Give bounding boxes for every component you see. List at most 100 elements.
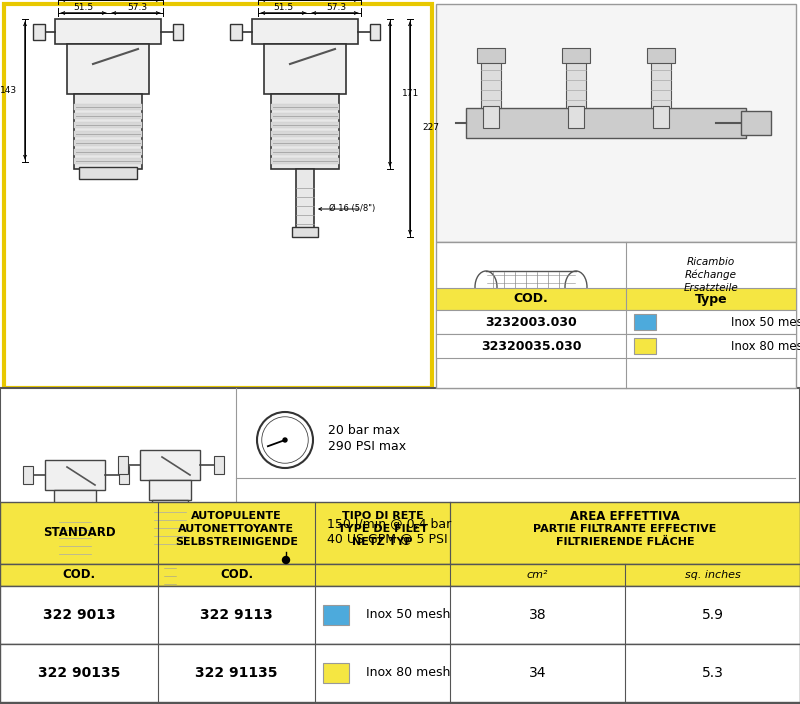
Bar	[653, 106, 669, 128]
Text: 150 l/min @ 0,4 bar: 150 l/min @ 0,4 bar	[327, 517, 451, 531]
Bar	[74, 113, 142, 119]
Bar	[55, 19, 161, 44]
Text: 32320035.030: 32320035.030	[481, 339, 582, 353]
Text: 57.3: 57.3	[326, 4, 346, 13]
Bar	[0, 388, 800, 704]
Bar	[74, 158, 142, 164]
Text: NETZ TYP: NETZ TYP	[352, 537, 413, 547]
Bar	[0, 502, 800, 564]
Bar	[277, 540, 296, 547]
Bar	[74, 94, 142, 169]
Text: 40 US GPM @ 5 PSI: 40 US GPM @ 5 PSI	[327, 532, 448, 546]
Bar	[741, 111, 771, 135]
Text: TYPE DE FILET: TYPE DE FILET	[338, 524, 427, 534]
Text: Inox 80 mesh: Inox 80 mesh	[731, 339, 800, 353]
Text: 57.3: 57.3	[127, 4, 147, 13]
Text: Inox 80 mesh: Inox 80 mesh	[366, 667, 450, 679]
Bar	[271, 94, 339, 169]
Bar	[651, 53, 671, 108]
Text: TIPO DI RETE: TIPO DI RETE	[342, 511, 423, 521]
Text: FILTRIERENDE FLÄCHE: FILTRIERENDE FLÄCHE	[556, 537, 694, 547]
Text: sq. inches: sq. inches	[685, 570, 740, 580]
Bar	[271, 140, 339, 146]
Bar	[149, 480, 191, 500]
Bar	[74, 149, 142, 155]
Bar	[292, 227, 318, 237]
Bar	[33, 24, 45, 40]
Bar	[436, 242, 796, 388]
Bar	[4, 4, 432, 388]
Bar	[481, 53, 501, 108]
Text: 322 90135: 322 90135	[38, 666, 120, 680]
Bar	[140, 450, 200, 480]
Bar	[271, 158, 339, 164]
Bar	[271, 131, 339, 137]
Bar	[323, 663, 349, 683]
Text: 322 9013: 322 9013	[42, 608, 115, 622]
Bar	[296, 169, 314, 229]
Bar	[119, 466, 129, 484]
Bar	[264, 44, 346, 94]
Bar	[0, 564, 800, 586]
Bar	[160, 589, 180, 597]
Bar	[254, 504, 264, 514]
Text: 38: 38	[529, 608, 546, 622]
Text: PARTIE FILTRANTE EFFECTIVE: PARTIE FILTRANTE EFFECTIVE	[534, 524, 717, 534]
Text: Inox 50 mesh: Inox 50 mesh	[731, 315, 800, 329]
Bar	[436, 288, 796, 310]
Bar	[566, 53, 586, 108]
Bar	[568, 106, 584, 128]
Bar	[436, 310, 796, 334]
Text: Inox 50 mesh: Inox 50 mesh	[366, 608, 450, 622]
Circle shape	[254, 505, 264, 515]
Bar	[0, 586, 800, 644]
Bar	[74, 122, 142, 128]
Bar	[280, 526, 293, 542]
Bar	[477, 48, 505, 63]
Bar	[0, 644, 800, 702]
Bar	[173, 24, 183, 40]
Text: 20 bar max: 20 bar max	[328, 424, 400, 436]
Text: 290 PSI max: 290 PSI max	[328, 439, 406, 453]
Text: 5.9: 5.9	[702, 608, 723, 622]
Text: 3232003.030: 3232003.030	[485, 315, 577, 329]
Text: Réchange: Réchange	[685, 270, 737, 280]
Bar	[323, 605, 349, 625]
Text: AUTOPULENTE: AUTOPULENTE	[191, 511, 282, 521]
Bar	[23, 466, 33, 484]
Text: 227: 227	[422, 123, 439, 132]
Text: 322 9113: 322 9113	[200, 608, 273, 622]
Bar	[60, 561, 90, 569]
Bar	[271, 104, 339, 110]
Bar	[436, 4, 796, 242]
Bar	[74, 104, 142, 110]
Bar	[271, 113, 339, 119]
Text: COD.: COD.	[514, 292, 548, 306]
Text: 51.5: 51.5	[73, 4, 93, 13]
Circle shape	[282, 556, 290, 563]
Bar	[483, 106, 499, 128]
Bar	[79, 167, 137, 179]
Ellipse shape	[475, 271, 497, 303]
Bar	[634, 314, 656, 330]
Text: 171: 171	[402, 89, 419, 99]
Bar	[252, 19, 358, 44]
Text: cm²: cm²	[526, 570, 548, 580]
Bar	[214, 456, 224, 474]
Text: 322 91135: 322 91135	[195, 666, 278, 680]
Text: Ø 16 (5/8"): Ø 16 (5/8")	[329, 204, 375, 213]
Text: Ersatzteile: Ersatzteile	[684, 283, 738, 293]
Circle shape	[283, 438, 287, 442]
Bar	[74, 140, 142, 146]
Bar	[164, 552, 176, 590]
Bar	[370, 24, 380, 40]
Circle shape	[262, 417, 308, 463]
Ellipse shape	[565, 271, 587, 303]
Bar	[152, 500, 188, 552]
Bar	[118, 456, 128, 474]
Bar	[54, 490, 96, 510]
Text: 143: 143	[0, 86, 17, 95]
Bar	[237, 513, 289, 527]
Bar	[67, 44, 149, 94]
Text: 5.3: 5.3	[702, 666, 723, 680]
